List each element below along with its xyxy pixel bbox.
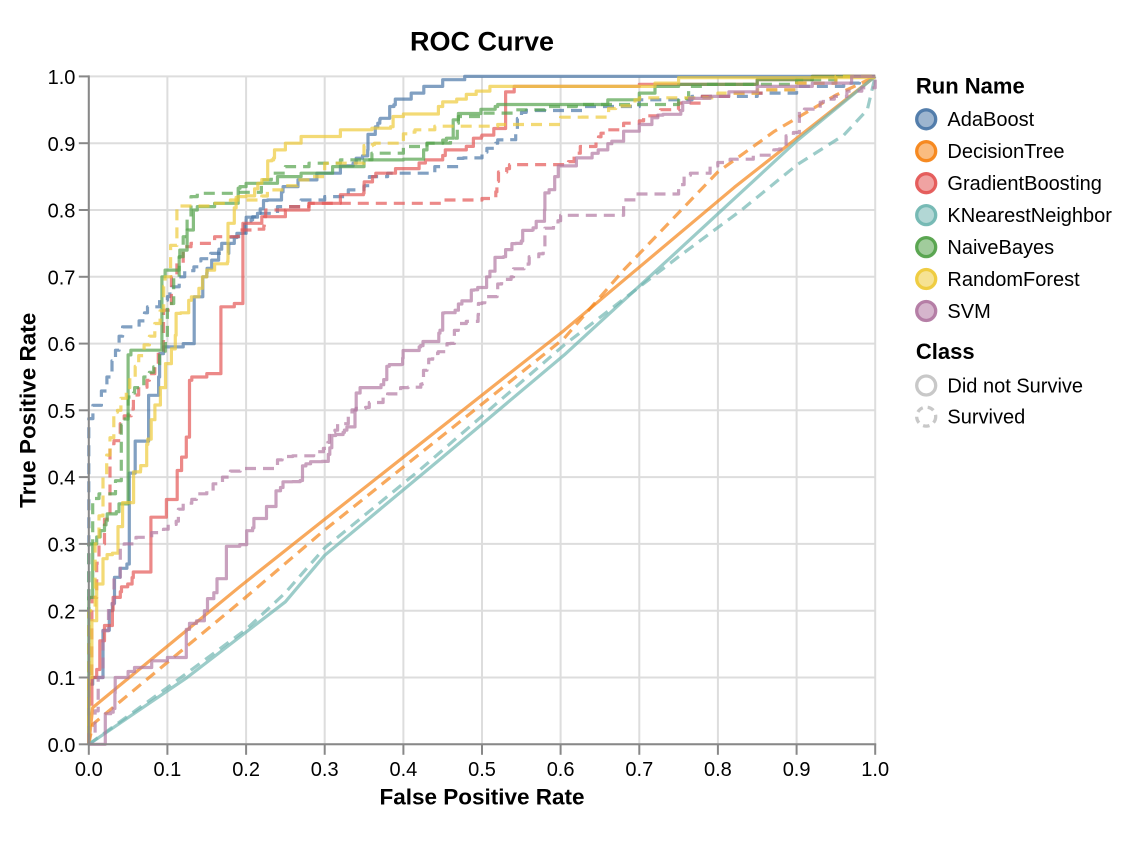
svg-text:True Positive Rate: True Positive Rate [16, 313, 41, 508]
svg-text:1.0: 1.0 [48, 67, 76, 89]
svg-text:AdaBoost: AdaBoost [947, 109, 1034, 131]
svg-text:0.0: 0.0 [48, 735, 76, 757]
svg-text:0.7: 0.7 [48, 267, 76, 289]
svg-text:0.8: 0.8 [704, 759, 732, 781]
svg-text:DecisionTree: DecisionTree [947, 141, 1064, 163]
svg-text:0.8: 0.8 [48, 201, 76, 223]
svg-text:0.7: 0.7 [625, 759, 653, 781]
svg-text:0.2: 0.2 [48, 601, 76, 623]
svg-text:0.9: 0.9 [48, 134, 76, 156]
svg-text:Run Name: Run Name [916, 74, 1025, 99]
svg-text:RandomForest: RandomForest [947, 269, 1080, 291]
svg-text:0.6: 0.6 [48, 334, 76, 356]
svg-text:0.3: 0.3 [311, 759, 339, 781]
svg-text:0.1: 0.1 [48, 668, 76, 690]
svg-text:0.2: 0.2 [232, 759, 260, 781]
svg-text:Did not Survive: Did not Survive [947, 375, 1083, 397]
svg-text:0.3: 0.3 [48, 535, 76, 557]
svg-text:GradientBoosting: GradientBoosting [947, 173, 1102, 195]
svg-text:0.6: 0.6 [547, 759, 575, 781]
svg-text:NaiveBayes: NaiveBayes [947, 237, 1054, 259]
svg-text:KNearestNeighbor: KNearestNeighbor [947, 205, 1112, 227]
svg-text:0.9: 0.9 [783, 759, 811, 781]
svg-text:0.5: 0.5 [48, 401, 76, 423]
svg-text:Class: Class [916, 339, 975, 364]
svg-text:0.4: 0.4 [48, 468, 76, 490]
svg-text:False Positive Rate: False Positive Rate [379, 785, 584, 810]
svg-text:0.1: 0.1 [153, 759, 181, 781]
svg-text:0.0: 0.0 [75, 759, 103, 781]
svg-text:0.5: 0.5 [468, 759, 496, 781]
svg-text:1.0: 1.0 [861, 759, 889, 781]
svg-text:0.4: 0.4 [389, 759, 417, 781]
svg-text:SVM: SVM [947, 301, 990, 323]
svg-text:ROC Curve: ROC Curve [410, 26, 554, 56]
svg-text:Survived: Survived [947, 407, 1025, 429]
